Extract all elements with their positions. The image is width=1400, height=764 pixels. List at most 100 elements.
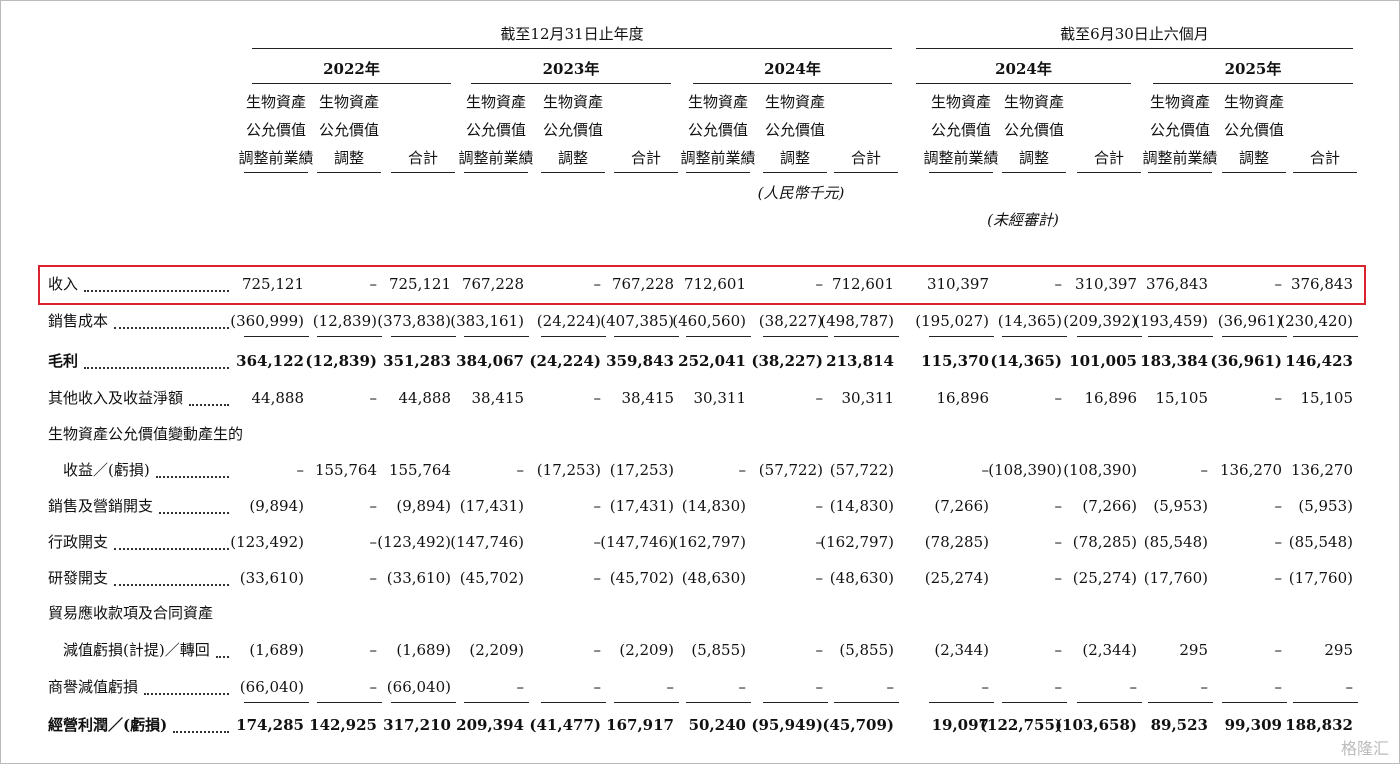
cell-value: 376,843: [1145, 275, 1208, 293]
cell-value: (108,390): [988, 461, 1062, 479]
cell-value: 30,311: [693, 389, 747, 407]
cell-value: –: [369, 533, 378, 551]
cell-value: (147,746): [450, 533, 524, 551]
row-label: 減值虧損(計提)／轉回: [63, 641, 210, 659]
cell-value: (7,266): [934, 497, 989, 515]
cell-value: 155,764: [388, 461, 451, 479]
cell-value: –: [369, 678, 378, 696]
cell-value: 44,888: [251, 389, 305, 407]
column-header: 調整: [1018, 149, 1050, 167]
rule: [317, 702, 382, 703]
rule: [834, 172, 898, 173]
cell-value: –: [1274, 533, 1283, 551]
cell-value: –: [738, 461, 747, 479]
column-header: 生物資產: [687, 93, 749, 111]
rule: [244, 336, 309, 337]
column-header: 調整前業績: [458, 149, 534, 167]
cell-value: –: [593, 641, 602, 659]
cell-value: –: [296, 461, 305, 479]
cell-value: (9,894): [249, 497, 304, 515]
cell-value: (407,385): [600, 312, 674, 330]
cell-value: 115,370: [921, 352, 989, 370]
cell-value: –: [1054, 678, 1063, 696]
period-group: 截至6月30日止六個月: [1060, 25, 1209, 43]
row-label: 行政開支: [48, 533, 109, 551]
cell-value: –: [815, 389, 824, 407]
rule: [686, 702, 751, 703]
rule: [252, 48, 892, 49]
cell-value: –: [1054, 275, 1063, 293]
year-header: 2024年: [764, 60, 821, 78]
rule: [1002, 172, 1066, 173]
rule: [834, 336, 899, 337]
rule: [916, 48, 1353, 49]
rule: [317, 336, 382, 337]
dot-leader: [84, 290, 229, 292]
column-header: 合計: [1093, 149, 1125, 167]
dot-leader: [215, 656, 229, 658]
dot-leader: [114, 584, 229, 586]
rule: [614, 702, 679, 703]
column-header: 生物資產: [542, 93, 604, 111]
cell-value: (360,999): [230, 312, 304, 330]
cell-value: (162,797): [820, 533, 894, 551]
rule: [1222, 702, 1287, 703]
column-header: 調整: [557, 149, 589, 167]
cell-value: (45,702): [609, 569, 674, 587]
cell-value: (48,630): [681, 569, 746, 587]
cell-value: 310,397: [926, 275, 989, 293]
rule: [614, 336, 679, 337]
rule: [834, 702, 899, 703]
rule: [1293, 336, 1358, 337]
column-header: 生物資產: [1149, 93, 1211, 111]
cell-value: 30,311: [841, 389, 895, 407]
cell-value: (17,253): [609, 461, 674, 479]
cell-value: 767,228: [461, 275, 524, 293]
cell-value: (36,961): [1217, 312, 1282, 330]
cell-value: 44,888: [398, 389, 452, 407]
cell-value: 89,523: [1150, 716, 1208, 734]
cell-value: 767,228: [611, 275, 674, 293]
column-header: 生物資產: [764, 93, 826, 111]
cell-value: 15,105: [1155, 389, 1209, 407]
column-header: 調整: [333, 149, 365, 167]
row-label: 銷售及營銷開支: [48, 497, 154, 515]
cell-value: –: [516, 678, 525, 696]
cell-value: (498,787): [820, 312, 894, 330]
row-label: 收入: [48, 275, 79, 293]
cell-value: –: [1054, 533, 1063, 551]
cell-value: –: [1274, 641, 1283, 659]
cell-value: (24,224): [536, 312, 601, 330]
cell-value: (123,492): [377, 533, 451, 551]
column-header: 公允價值: [542, 121, 604, 139]
column-header: 調整前業績: [923, 149, 999, 167]
cell-value: (2,209): [619, 641, 674, 659]
rule: [1077, 702, 1142, 703]
rule: [317, 172, 381, 173]
cell-value: (48,630): [829, 569, 894, 587]
cell-value: (41,477): [529, 716, 601, 734]
row-label: 收益／(虧損): [63, 461, 150, 479]
cell-value: (7,266): [1082, 497, 1137, 515]
dot-leader: [114, 327, 229, 329]
rule: [1148, 702, 1213, 703]
cell-value: (17,253): [536, 461, 601, 479]
cell-value: (2,209): [469, 641, 524, 659]
cell-value: (193,459): [1134, 312, 1208, 330]
rule: [1002, 336, 1067, 337]
row-label: 商譽減值虧損: [48, 678, 139, 696]
dot-leader: [173, 731, 229, 733]
cell-value: 16,896: [936, 389, 990, 407]
cell-value: 146,423: [1285, 352, 1353, 370]
cell-value: (66,040): [239, 678, 304, 696]
cell-value: (38,227): [758, 312, 823, 330]
cell-value: –: [1054, 569, 1063, 587]
column-header: 合計: [1309, 149, 1341, 167]
cell-value: –: [369, 389, 378, 407]
cell-value: –: [1274, 275, 1283, 293]
cell-value: –: [738, 678, 747, 696]
cell-value: –: [593, 389, 602, 407]
cell-value: (9,894): [396, 497, 451, 515]
cell-value: (5,855): [839, 641, 894, 659]
cell-value: (24,224): [529, 352, 601, 370]
